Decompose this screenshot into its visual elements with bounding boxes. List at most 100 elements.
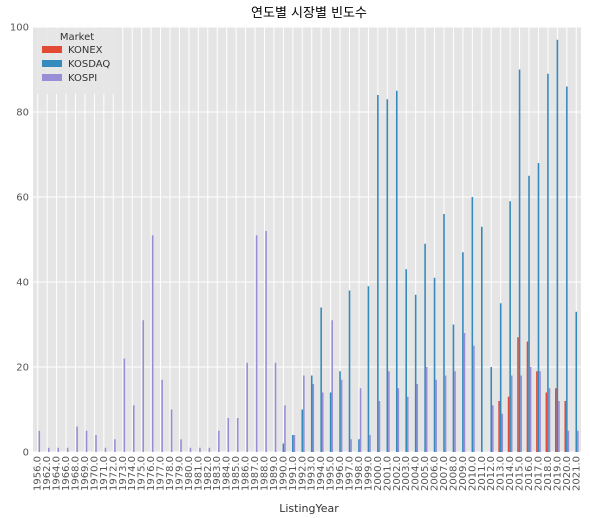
- x-tick-label: 1979.0: [174, 456, 185, 491]
- bar-kosdaq: [537, 163, 540, 452]
- bar-kosdaq: [395, 90, 398, 452]
- bar-kospi: [435, 379, 437, 452]
- legend-swatch-konex: [42, 46, 62, 53]
- bar-kospi: [558, 401, 560, 452]
- bar-kospi: [529, 367, 532, 452]
- x-tick-label: 2013.0: [496, 456, 507, 491]
- y-tick-label: 0: [23, 448, 29, 459]
- y-tick-label: 20: [16, 363, 29, 374]
- bar-kospi: [577, 430, 579, 452]
- bar-kosdaq: [528, 175, 530, 452]
- bar-kospi: [416, 384, 419, 452]
- bar-kospi: [132, 405, 135, 452]
- x-tick-label: 2006.0: [430, 456, 441, 491]
- bar-konex: [517, 337, 519, 452]
- x-tick-label: 2017.0: [533, 456, 544, 491]
- x-tick-label: 1982.0: [203, 456, 214, 491]
- y-tick-label: 100: [10, 23, 29, 34]
- bar-kospi: [66, 447, 69, 452]
- x-tick-label: 2011.0: [477, 456, 488, 491]
- bar-konex: [555, 388, 557, 452]
- bar-kospi: [170, 409, 173, 452]
- bar-kospi: [57, 447, 59, 452]
- x-tick-label: 1999.0: [363, 456, 374, 491]
- x-tick-label: 1987.0: [250, 456, 261, 491]
- bar-kosdaq: [490, 367, 493, 452]
- bar-kosdaq: [575, 311, 578, 452]
- bar-kosdaq: [320, 307, 322, 452]
- bar-kospi: [161, 379, 163, 452]
- x-tick-label: 1984.0: [222, 456, 233, 491]
- legend-label-kospi: KOSPI: [68, 73, 97, 84]
- x-tick-label: 2010.0: [467, 456, 478, 491]
- x-tick-label: 1973.0: [118, 456, 129, 491]
- x-tick-label: 1986.0: [241, 456, 252, 491]
- bar-kosdaq: [433, 277, 436, 452]
- x-tick-label: 2018.0: [543, 456, 554, 491]
- bar-kospi: [293, 435, 296, 452]
- bar-kospi: [142, 320, 145, 452]
- x-tick-label: 1983.0: [212, 456, 223, 491]
- bar-kospi: [425, 367, 428, 452]
- bar-kospi: [492, 405, 494, 452]
- x-tick-label: 1969.0: [80, 456, 91, 491]
- x-tick-label: 2005.0: [420, 456, 431, 491]
- x-tick-label: 2007.0: [439, 456, 450, 491]
- bar-kosdaq: [481, 226, 483, 452]
- bar-kospi: [218, 430, 220, 452]
- x-tick-label: 2009.0: [458, 456, 469, 491]
- x-tick-label: 1993.0: [307, 456, 318, 491]
- bar-kosdaq: [424, 243, 426, 452]
- bar-kosdaq: [358, 439, 360, 452]
- bar-kosdaq: [471, 197, 474, 452]
- bar-kospi: [321, 392, 324, 452]
- bar-kospi: [520, 375, 522, 452]
- bar-konex: [564, 401, 567, 452]
- bar-kosdaq: [566, 86, 568, 452]
- legend-title: Market: [60, 32, 94, 43]
- chart-title: 연도별 시장별 빈도수: [251, 6, 367, 21]
- bar-kospi: [284, 405, 286, 452]
- bar-kosdaq: [499, 303, 502, 452]
- x-tick-label: 2003.0: [401, 456, 412, 491]
- bar-kospi: [350, 439, 352, 452]
- bar-kospi: [76, 426, 78, 452]
- x-tick-label: 2014.0: [505, 456, 516, 491]
- bar-kospi: [227, 418, 230, 452]
- legend-swatch-kospi: [42, 74, 62, 81]
- bar-kosdaq: [386, 99, 389, 452]
- bar-kospi: [510, 375, 513, 452]
- x-tick-label: 1989.0: [269, 456, 280, 491]
- bar-kosdaq: [443, 214, 445, 452]
- x-axis: 1956.01962.01964.01966.01968.01969.01970…: [33, 456, 583, 491]
- bar-kosdaq: [329, 392, 332, 452]
- x-tick-label: 1972.0: [108, 456, 119, 491]
- bar-kospi: [331, 320, 333, 452]
- x-tick-label: 1971.0: [99, 456, 110, 491]
- bar-kospi: [189, 447, 192, 452]
- bar-konex: [545, 392, 548, 452]
- bar-kospi: [265, 231, 267, 452]
- bar-kospi: [274, 362, 277, 452]
- bar-kospi: [312, 384, 315, 452]
- bar-kospi: [406, 396, 409, 452]
- x-tick-label: 1988.0: [259, 456, 270, 491]
- bar-kospi: [501, 413, 504, 452]
- x-tick-label: 2012.0: [486, 456, 497, 491]
- bar-kospi: [567, 430, 570, 452]
- bars-group: [38, 39, 579, 452]
- bar-kospi: [454, 371, 456, 452]
- x-tick-label: 1980.0: [184, 456, 195, 491]
- x-tick-label: 1992.0: [297, 456, 308, 491]
- x-tick-label: 2019.0: [552, 456, 563, 491]
- y-tick-label: 80: [16, 108, 29, 119]
- bar-kosdaq: [367, 286, 370, 452]
- x-tick-label: 2008.0: [448, 456, 459, 491]
- x-tick-label: 1976.0: [146, 456, 157, 491]
- x-tick-label: 1956.0: [33, 456, 44, 491]
- bar-kosdaq: [556, 39, 559, 452]
- bar-kosdaq: [518, 69, 521, 452]
- x-tick-label: 2004.0: [411, 456, 422, 491]
